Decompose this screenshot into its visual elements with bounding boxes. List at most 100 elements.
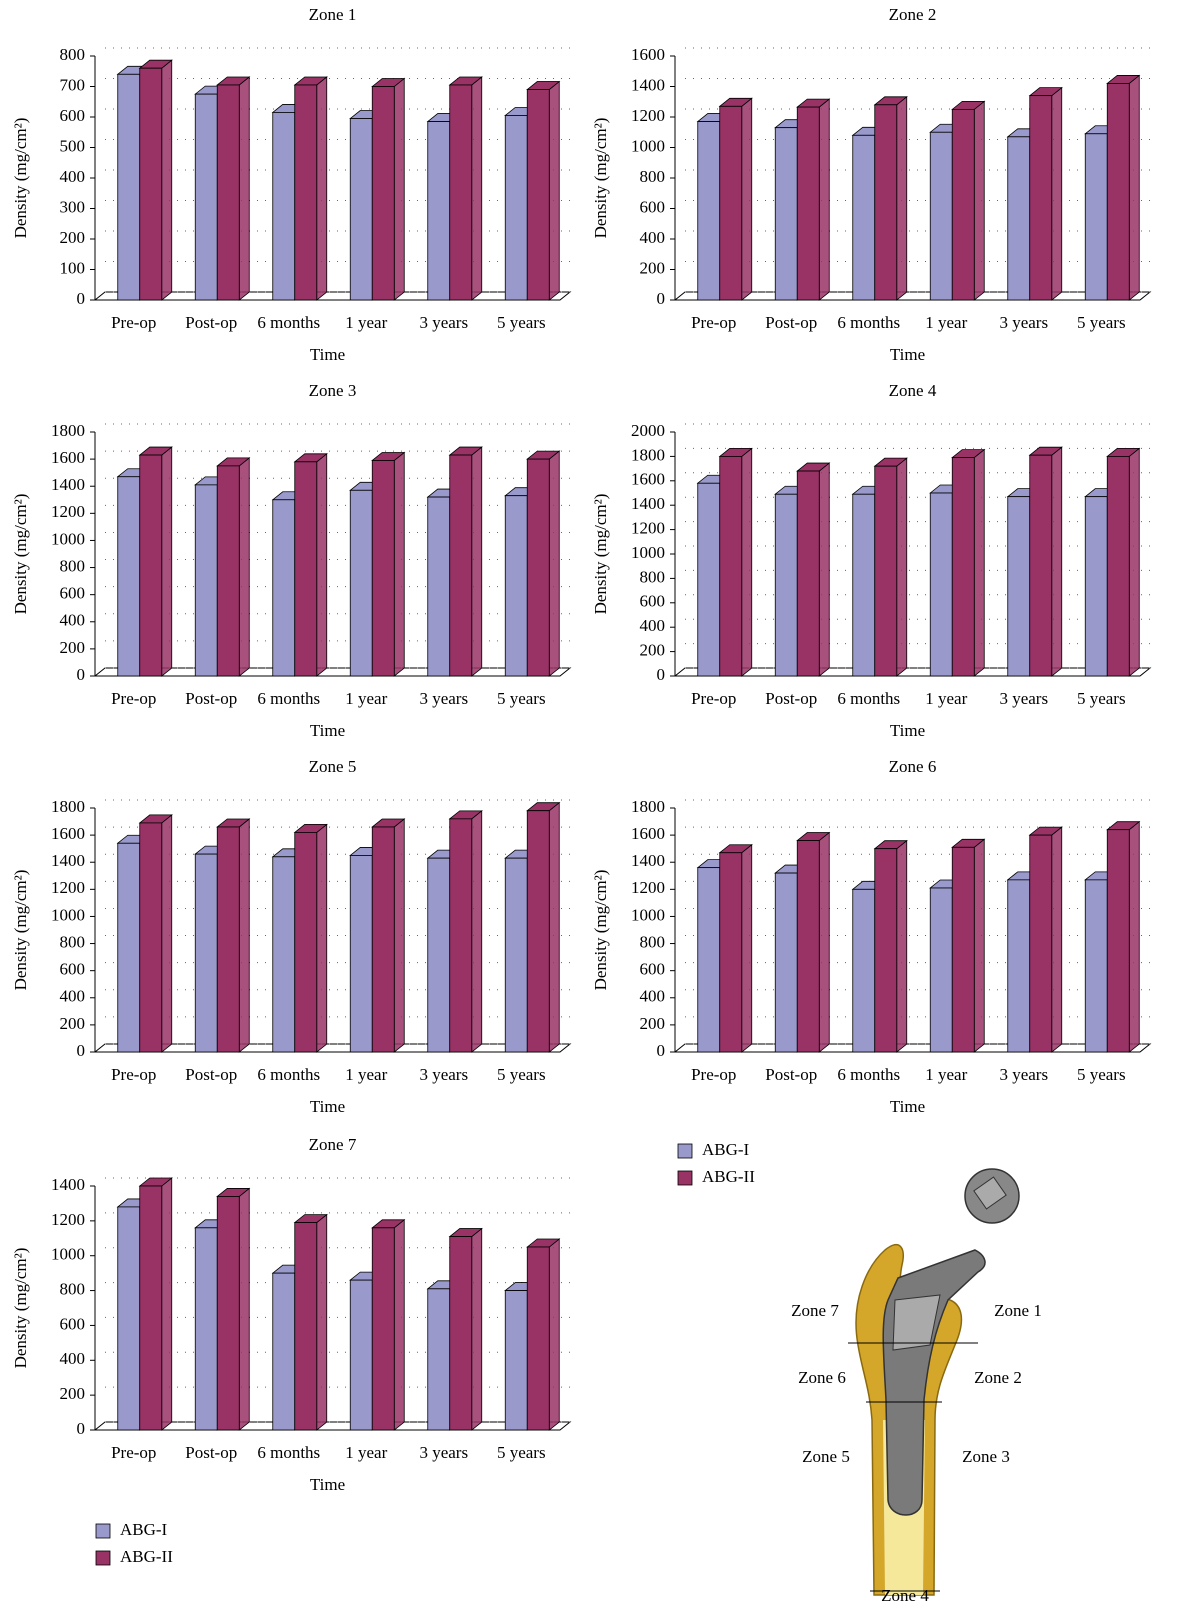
- hip-diagram: Zone 1 Zone 2 Zone 3 Zone 4 Zone 5 Zone …: [791, 1168, 1042, 1605]
- bar: [371, 460, 395, 677]
- bar: [1007, 496, 1031, 677]
- x-tick-label: 1 year: [345, 1065, 387, 1084]
- x-tick-label: Pre-op: [111, 313, 156, 332]
- x-tick-label: Pre-op: [691, 689, 736, 708]
- y-tick-label: 0: [657, 665, 666, 684]
- y-tick-label: 200: [640, 641, 666, 660]
- bar: [1007, 136, 1031, 301]
- bar: [526, 89, 550, 301]
- bar: [1029, 834, 1053, 1053]
- y-axis-title: Density (mg/cm²): [11, 118, 30, 239]
- chart-title: Zone 7: [309, 1135, 357, 1154]
- bar-side: [548, 801, 560, 1053]
- bar-side: [548, 450, 560, 677]
- bar-side: [316, 823, 328, 1053]
- bar: [526, 810, 550, 1053]
- y-tick-label: 600: [60, 960, 86, 979]
- x-tick-label: 5 years: [497, 689, 546, 708]
- y-tick-label: 0: [77, 665, 86, 684]
- chart-title: Zone 1: [309, 5, 357, 24]
- x-tick-label: 3 years: [999, 313, 1048, 332]
- y-tick-label: 600: [60, 106, 86, 125]
- y-tick-label: 200: [60, 228, 86, 247]
- zone-label: Zone 1: [994, 1301, 1042, 1320]
- legend-swatch: [677, 1170, 693, 1186]
- x-tick-label: 6 months: [257, 1443, 320, 1462]
- y-tick-label: 400: [60, 987, 86, 1006]
- y-tick-label: 800: [60, 45, 86, 64]
- bar: [951, 457, 975, 677]
- bar: [1084, 133, 1108, 301]
- y-tick-label: 400: [640, 987, 666, 1006]
- bar: [504, 1290, 528, 1431]
- chart-title: Zone 2: [889, 5, 937, 24]
- legend-swatch: [677, 1143, 693, 1159]
- bar-side: [1128, 820, 1140, 1053]
- y-tick-label: 1400: [631, 494, 665, 513]
- bar: [449, 84, 473, 301]
- bar-side: [238, 1187, 250, 1431]
- bar-side: [973, 448, 985, 677]
- bar: [929, 887, 953, 1053]
- x-tick-label: 5 years: [497, 1065, 546, 1084]
- bar: [139, 67, 163, 301]
- bar: [349, 1279, 373, 1431]
- y-tick-label: 800: [60, 556, 86, 575]
- bar: [1029, 95, 1053, 301]
- bar: [449, 818, 473, 1053]
- bar: [272, 1272, 296, 1431]
- bar-side: [238, 76, 250, 301]
- bar: [874, 848, 898, 1053]
- bar: [194, 853, 218, 1053]
- y-tick-label: 0: [657, 289, 666, 308]
- bar: [852, 888, 876, 1053]
- y-tick-label: 1200: [631, 878, 665, 897]
- bar: [929, 492, 953, 677]
- bar: [349, 489, 373, 677]
- y-tick-label: 300: [60, 197, 86, 216]
- bar: [427, 1288, 451, 1431]
- y-tick-label: 1000: [631, 136, 665, 155]
- x-tick-label: 3 years: [999, 689, 1048, 708]
- bar: [1084, 879, 1108, 1053]
- bar: [504, 495, 528, 677]
- bar: [216, 826, 240, 1053]
- bar: [774, 872, 798, 1053]
- x-tick-label: 1 year: [345, 689, 387, 708]
- y-tick-label: 1600: [51, 824, 85, 843]
- y-tick-label: 800: [640, 167, 666, 186]
- bar: [216, 465, 240, 677]
- x-tick-label: 3 years: [419, 1065, 468, 1084]
- bar: [774, 493, 798, 677]
- bar-side: [1051, 446, 1063, 677]
- y-tick-label: 700: [60, 75, 86, 94]
- y-tick-label: 400: [640, 616, 666, 635]
- y-tick-label: 600: [640, 197, 666, 216]
- bar: [697, 482, 721, 677]
- bar-side: [393, 818, 405, 1053]
- x-tick-label: Pre-op: [691, 1065, 736, 1084]
- bar-side: [161, 446, 173, 677]
- y-tick-label: 0: [77, 1041, 86, 1060]
- bar-side: [316, 76, 328, 301]
- x-tick-label: 6 months: [257, 1065, 320, 1084]
- y-tick-label: 0: [657, 1041, 666, 1060]
- x-tick-label: Post-op: [185, 689, 237, 708]
- x-tick-label: 3 years: [419, 313, 468, 332]
- bar: [1106, 83, 1130, 301]
- y-tick-label: 600: [640, 960, 666, 979]
- y-axis-title: Density (mg/cm²): [591, 118, 610, 239]
- zone-label: Zone 4: [881, 1586, 929, 1605]
- bar: [1106, 829, 1130, 1053]
- bar: [371, 1227, 395, 1431]
- x-axis-title: Time: [890, 345, 925, 364]
- bar-side: [896, 457, 908, 677]
- bar: [697, 867, 721, 1053]
- x-tick-label: Pre-op: [111, 1065, 156, 1084]
- y-tick-label: 800: [60, 932, 86, 951]
- bar: [951, 846, 975, 1053]
- x-tick-label: 6 months: [837, 1065, 900, 1084]
- bar: [719, 852, 743, 1053]
- bar: [427, 121, 451, 301]
